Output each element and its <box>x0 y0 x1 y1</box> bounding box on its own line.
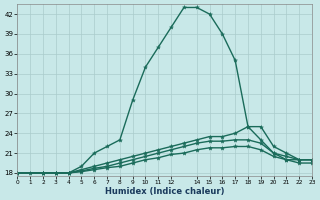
X-axis label: Humidex (Indice chaleur): Humidex (Indice chaleur) <box>105 187 224 196</box>
